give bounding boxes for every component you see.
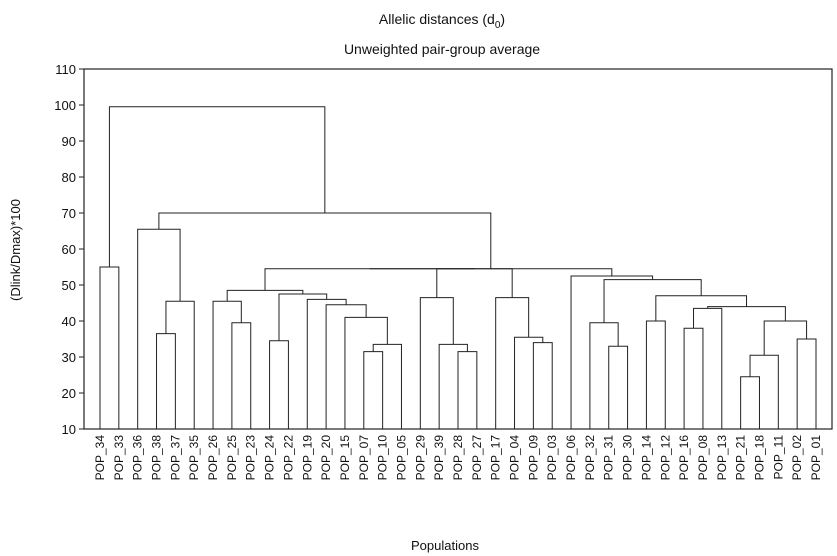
y-tick-label: 80 [62,170,76,185]
leaf-label: POP_26 [206,435,220,481]
dendrogram-link [137,228,181,429]
leaf-label: POP_06 [564,435,578,481]
dendrogram-link [589,322,619,429]
leaf-label: POP_07 [357,435,371,481]
chart-title: Allelic distances (d0) [379,11,505,31]
y-axis-label: (Dlink/Dmax)*100 [8,199,23,301]
leaf-label: POP_30 [621,435,635,481]
leaf-label: POP_05 [394,435,408,481]
leaf-label: POP_19 [300,435,314,481]
leaf-label: POP_23 [244,435,258,481]
y-tick-label: 60 [62,242,76,257]
dendrogram-link [495,297,530,429]
x-axis-label: Populations [411,538,479,553]
dendrogram-link [683,327,704,429]
dendrogram-link [363,351,384,429]
leaf-label: POP_22 [281,435,295,481]
leaf-label: POP_08 [696,435,710,481]
dendrogram-link [212,300,242,429]
leaf-label: POP_33 [112,435,126,481]
dendrogram-link [156,333,176,429]
chart-title-subscript: 0 [495,20,501,31]
leaf-label: POP_10 [376,435,390,481]
leaf-label: POP_21 [734,435,748,481]
leaf-label: POP_35 [187,435,201,481]
dendrogram-link [269,340,289,429]
leaf-label: POP_04 [508,435,522,481]
y-tick-label: 100 [54,98,76,113]
dendrogram-link [608,345,629,429]
leaf-label: POP_32 [583,435,597,481]
dendrogram-link [278,293,328,341]
leaf-label: POP_02 [790,435,804,481]
dendrogram-link [763,320,808,356]
leaf-label: POP_28 [451,435,465,481]
dendrogram-link [306,298,347,429]
leaf-label: POP_20 [319,435,333,481]
y-tick-label: 90 [62,134,76,149]
leaf-label: POP_14 [639,435,653,481]
leaf-labels: POP_34 POP_33 POP_36 POP_38 POP_37 POP_35 POP_… [93,435,823,481]
dendrogram-link [264,268,475,291]
leaf-label: POP_12 [658,435,672,481]
leaf-label: POP_15 [338,435,352,481]
y-tick-label: 110 [55,62,76,77]
dendrogram-link [108,106,326,267]
y-tick-label: 20 [62,386,76,401]
dendrogram-link [344,316,388,429]
dendrogram-link [749,354,779,429]
leaf-label: POP_37 [168,435,182,481]
dendrogram-link [231,322,252,429]
leaf-label: POP_29 [413,435,427,481]
leaf-label: POP_18 [752,435,766,481]
dendrogram-link [570,275,654,429]
leaf-label: POP_31 [602,435,616,481]
leaf-label: POP_39 [432,435,446,481]
leaf-label: POP_34 [93,435,107,481]
dendrogram-link [532,342,553,429]
dendrogram-link [369,268,613,276]
dendrogram-link [796,338,817,429]
dendrogram-link [645,320,666,429]
leaf-label: POP_09 [526,435,540,481]
leaf-label: POP_25 [225,435,239,481]
y-tick-label: 50 [62,278,76,293]
leaf-label: POP_03 [545,435,559,481]
leaf-label: POP_24 [263,435,277,481]
y-tick-label: 70 [62,206,76,221]
chart-subtitle: Unweighted pair-group average [344,41,540,57]
dendrogram-link [693,307,723,429]
leaf-label: POP_27 [470,435,484,481]
dendrogram-link [165,300,195,429]
leaf-label: POP_13 [715,435,729,481]
y-axis: 10 20 30 40 50 60 70 80 90 100 110 [54,62,84,437]
dendrogram-link [99,266,120,429]
y-tick-label: 40 [62,314,76,329]
leaf-label: POP_11 [771,435,785,480]
leaf-label: POP_16 [677,435,691,481]
dendrogram-link [438,343,468,429]
dendrogram-link [603,279,702,323]
dendrogram-link [372,343,402,429]
dendrogram-link [419,297,454,429]
y-tick-label: 30 [62,350,76,365]
dendrogram-link [226,289,304,302]
dendrogram-link [457,351,478,429]
leaf-label: POP_36 [131,435,145,481]
y-tick-label: 10 [62,422,76,437]
dendrogram-links [99,106,817,429]
dendrogram-link [740,376,760,429]
leaf-label: POP_01 [809,435,823,481]
dendrogram-link [158,212,492,269]
dendrogram-link [514,336,544,429]
leaf-label: POP_17 [489,435,503,481]
leaf-label: POP_38 [150,435,164,481]
dendrogram-link [436,268,513,298]
dendrogram-link [325,304,367,429]
